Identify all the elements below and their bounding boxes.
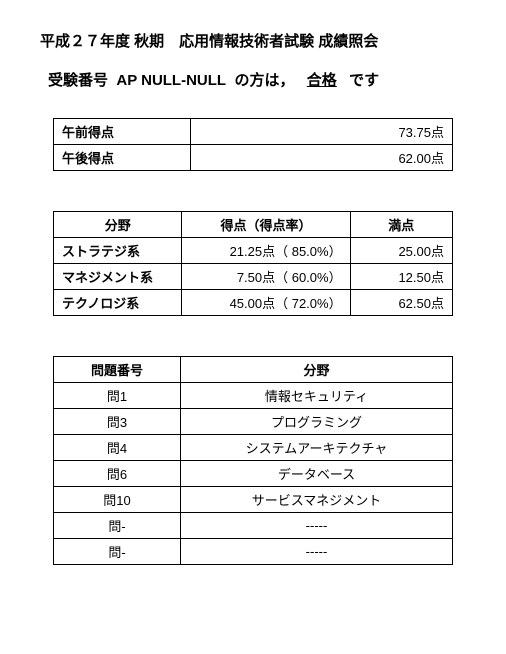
col-max: 満点 — [350, 212, 452, 238]
question-table: 問題番号 分野 問1 情報セキュリティ 問3 プログラミング 問4 システムアー… — [53, 356, 453, 565]
score-table: 午前得点 73.75点 午後得点 62.00点 — [53, 118, 453, 171]
col-qn: 問題番号 — [54, 357, 181, 383]
field-max: 12.50点 — [350, 264, 452, 290]
table-header-row: 問題番号 分野 — [54, 357, 453, 383]
table-row: テクノロジ系 45.00点（ 72.0%） 62.50点 — [54, 290, 453, 316]
field-name: ストラテジ系 — [54, 238, 182, 264]
field-score: 45.00点（ 72.0%） — [182, 290, 350, 316]
table-row: 問6 データベース — [54, 461, 453, 487]
exam-prefix: AP — [116, 72, 137, 89]
exam-number: NULL-NULL — [141, 72, 226, 89]
question-field: システムアーキテクチャ — [181, 435, 453, 461]
table-row: 午後得点 62.00点 — [54, 145, 453, 171]
result-line: 受験番号 AP NULL-NULL の方は， 合格 です — [48, 69, 466, 90]
question-field: ----- — [181, 513, 453, 539]
score-value: 73.75点 — [191, 119, 453, 145]
question-field: サービスマネジメント — [181, 487, 453, 513]
table-row: 午前得点 73.75点 — [54, 119, 453, 145]
col-field: 分野 — [181, 357, 453, 383]
table-row: 問10 サービスマネジメント — [54, 487, 453, 513]
examinee-label: 受験番号 — [48, 72, 108, 89]
table-row: ストラテジ系 21.25点（ 85.0%） 25.00点 — [54, 238, 453, 264]
col-score: 得点（得点率） — [182, 212, 350, 238]
field-max: 25.00点 — [350, 238, 452, 264]
question-field: データベース — [181, 461, 453, 487]
question-number: 問1 — [54, 383, 181, 409]
page-title: 平成２７年度 秋期 応用情報技術者試験 成績照会 — [40, 30, 466, 51]
question-number: 問- — [54, 539, 181, 565]
question-field: プログラミング — [181, 409, 453, 435]
question-number: 問- — [54, 513, 181, 539]
question-field: ----- — [181, 539, 453, 565]
table-row: マネジメント系 7.50点（ 60.0%） 12.50点 — [54, 264, 453, 290]
table-row: 問- ----- — [54, 539, 453, 565]
field-max: 62.50点 — [350, 290, 452, 316]
table-row: 問3 プログラミング — [54, 409, 453, 435]
result-suffix: です — [349, 72, 379, 89]
score-value: 62.00点 — [191, 145, 453, 171]
col-field: 分野 — [54, 212, 182, 238]
score-label: 午前得点 — [54, 119, 191, 145]
question-field: 情報セキュリティ — [181, 383, 453, 409]
question-number: 問6 — [54, 461, 181, 487]
field-table: 分野 得点（得点率） 満点 ストラテジ系 21.25点（ 85.0%） 25.0… — [53, 211, 453, 316]
field-score: 21.25点（ 85.0%） — [182, 238, 350, 264]
question-number: 問3 — [54, 409, 181, 435]
result-value: 合格 — [303, 72, 341, 89]
person-label: の方は， — [234, 72, 294, 89]
table-row: 問- ----- — [54, 513, 453, 539]
table-row: 問4 システムアーキテクチャ — [54, 435, 453, 461]
field-score: 7.50点（ 60.0%） — [182, 264, 350, 290]
question-number: 問10 — [54, 487, 181, 513]
field-name: マネジメント系 — [54, 264, 182, 290]
table-header-row: 分野 得点（得点率） 満点 — [54, 212, 453, 238]
question-number: 問4 — [54, 435, 181, 461]
table-row: 問1 情報セキュリティ — [54, 383, 453, 409]
field-name: テクノロジ系 — [54, 290, 182, 316]
score-label: 午後得点 — [54, 145, 191, 171]
